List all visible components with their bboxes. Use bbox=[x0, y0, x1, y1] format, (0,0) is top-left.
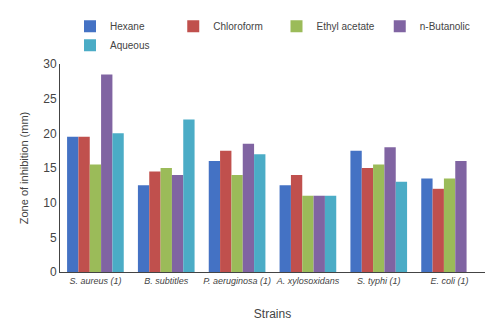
svg-text:5: 5 bbox=[50, 231, 57, 245]
svg-text:Strains: Strains bbox=[254, 307, 291, 321]
svg-text:Hexane: Hexane bbox=[110, 21, 145, 32]
svg-text:S. typhi (1): S. typhi (1) bbox=[357, 276, 401, 286]
svg-text:15: 15 bbox=[43, 161, 57, 175]
svg-text:0: 0 bbox=[50, 265, 57, 279]
svg-text:25: 25 bbox=[43, 92, 57, 106]
svg-text:10: 10 bbox=[43, 196, 57, 210]
svg-text:S. aureus (1): S. aureus (1) bbox=[69, 276, 121, 286]
svg-text:Aqueous: Aqueous bbox=[110, 40, 149, 51]
svg-text:A. xylosoxidans: A. xylosoxidans bbox=[276, 276, 340, 286]
svg-text:P. aeruginosa (1): P. aeruginosa (1) bbox=[203, 276, 271, 286]
svg-text:Chloroform: Chloroform bbox=[213, 21, 262, 32]
svg-text:20: 20 bbox=[43, 127, 57, 141]
svg-text:30: 30 bbox=[43, 57, 57, 71]
svg-text:n-Butanolic: n-Butanolic bbox=[420, 21, 470, 32]
svg-text:Ethyl acetate: Ethyl acetate bbox=[317, 21, 375, 32]
svg-text:B. subtitles: B. subtitles bbox=[144, 276, 189, 286]
svg-text:Zone of inhibition (mm): Zone of inhibition (mm) bbox=[18, 112, 30, 225]
svg-text:E. coli (1): E. coli (1) bbox=[431, 276, 469, 286]
